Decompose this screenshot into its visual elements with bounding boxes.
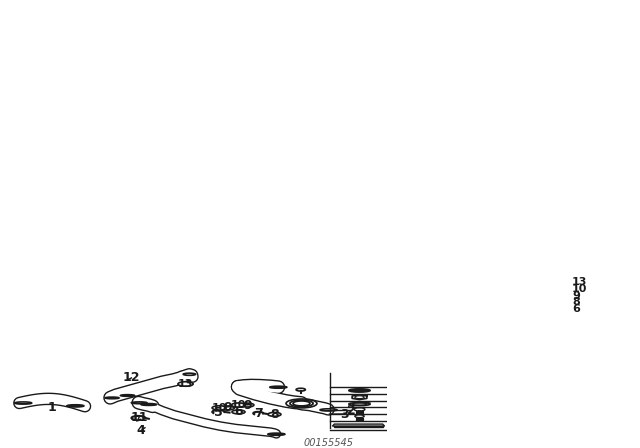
Text: 4: 4 [137, 425, 145, 438]
Polygon shape [334, 426, 383, 427]
Ellipse shape [105, 397, 119, 399]
Circle shape [296, 388, 305, 391]
Ellipse shape [120, 395, 134, 396]
Circle shape [178, 382, 193, 386]
Ellipse shape [268, 433, 285, 435]
Text: 13: 13 [572, 277, 588, 287]
Text: 10: 10 [211, 403, 227, 413]
Text: 8: 8 [572, 297, 580, 307]
Ellipse shape [183, 373, 196, 375]
Text: 9: 9 [224, 401, 232, 414]
Ellipse shape [320, 409, 337, 411]
Ellipse shape [141, 404, 157, 405]
Text: 1: 1 [48, 401, 56, 414]
Circle shape [221, 406, 234, 410]
Ellipse shape [67, 405, 84, 407]
Ellipse shape [131, 402, 147, 404]
Text: 10: 10 [572, 284, 588, 293]
Text: 3: 3 [340, 408, 348, 421]
Circle shape [232, 403, 246, 407]
Circle shape [212, 406, 226, 410]
Text: 5: 5 [214, 406, 223, 419]
Text: 00155545: 00155545 [303, 438, 353, 448]
Circle shape [241, 403, 254, 407]
Text: 6: 6 [234, 405, 243, 418]
Ellipse shape [15, 402, 32, 404]
Text: 7: 7 [255, 407, 264, 420]
Circle shape [268, 413, 281, 416]
Text: 11: 11 [131, 411, 148, 424]
Text: 8: 8 [270, 408, 279, 421]
Text: 12: 12 [123, 371, 140, 384]
Ellipse shape [270, 386, 287, 388]
Text: 9: 9 [243, 399, 252, 412]
Text: 9: 9 [572, 291, 580, 301]
Text: 13: 13 [178, 379, 193, 389]
Text: 2: 2 [348, 404, 356, 417]
Circle shape [232, 410, 245, 414]
Text: 6: 6 [572, 304, 580, 314]
Text: 10: 10 [231, 400, 246, 410]
